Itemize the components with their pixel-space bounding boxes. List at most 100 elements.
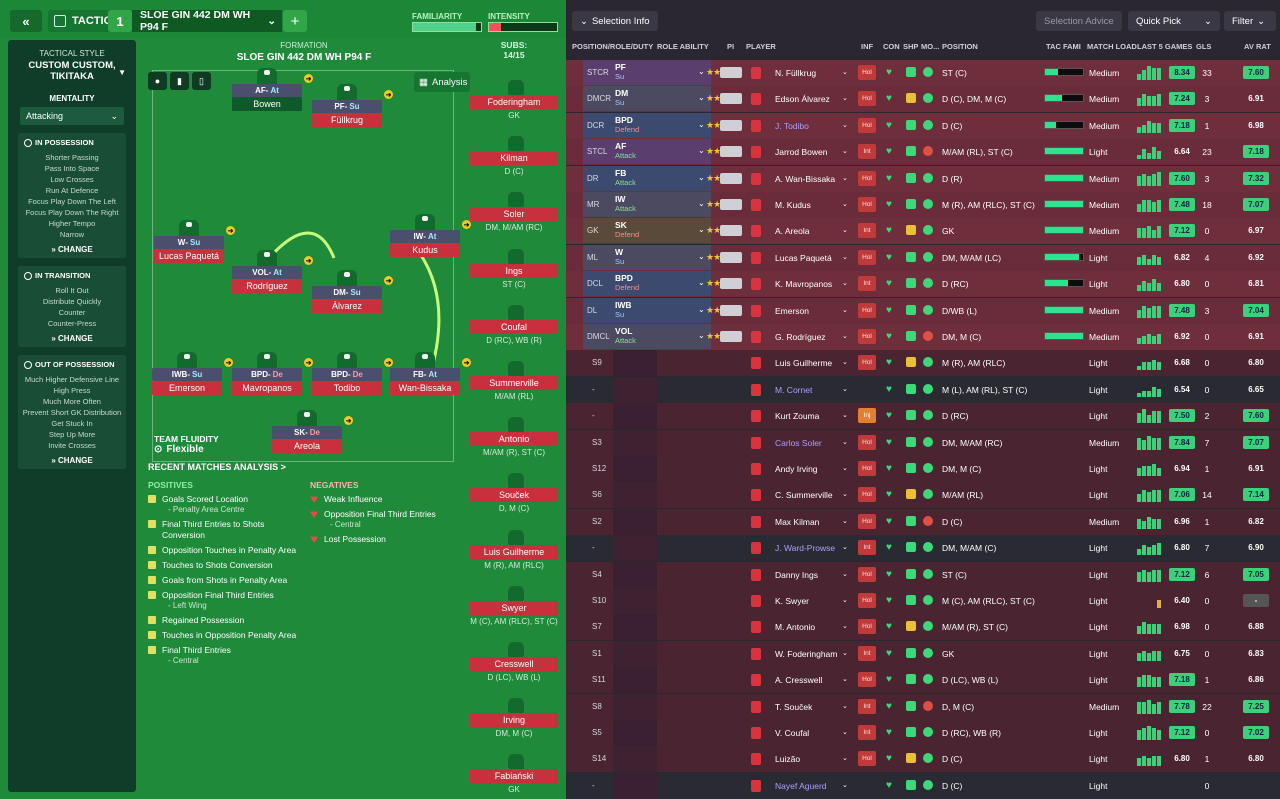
player-name[interactable]: M. Cornet xyxy=(775,384,813,395)
chevron-down-icon[interactable]: ⌄ xyxy=(842,544,848,552)
player-name[interactable]: G. Rodríguez xyxy=(775,332,826,342)
column-header[interactable]: MO... xyxy=(921,42,940,51)
chevron-down-icon[interactable]: ⌄ xyxy=(698,251,705,261)
chevron-down-icon[interactable]: ⌄ xyxy=(842,385,848,393)
player-instructions-icon[interactable] xyxy=(720,119,742,131)
chevron-down-icon[interactable]: ⌄ xyxy=(842,570,848,578)
chevron-down-icon[interactable]: ⌄ xyxy=(842,148,848,156)
add-tactic-button[interactable]: + xyxy=(283,10,307,32)
chevron-down-icon[interactable]: ⌄ xyxy=(842,702,848,710)
column-header[interactable]: PLAYER xyxy=(746,42,776,51)
instructions-icon[interactable]: ● xyxy=(148,72,167,90)
tactics-tab[interactable]: TACTICS xyxy=(48,10,125,32)
in-possession-change-button[interactable]: » CHANGE xyxy=(51,245,93,254)
player-name[interactable]: A. Areola xyxy=(775,226,810,237)
filter-button[interactable]: Filter ⌄ xyxy=(1224,11,1276,31)
chevron-down-icon[interactable]: ⌄ xyxy=(842,95,848,103)
player-instructions-icon[interactable] xyxy=(720,93,742,105)
chevron-down-icon[interactable]: ⌄ xyxy=(698,146,705,156)
table-row[interactable]: S1 W. Foderingham ⌄ Int ♥ GK Light 6.75 0 6.83 xyxy=(566,640,1280,667)
player-name[interactable]: J. Ward-Prowse xyxy=(775,543,836,554)
player-name[interactable]: Jarrod Bowen xyxy=(775,147,828,158)
quick-pick-button[interactable]: Quick Pick ⌄ xyxy=(1128,11,1220,31)
player-name[interactable]: C. Summerville xyxy=(775,490,833,501)
chevron-down-icon[interactable]: ⌄ xyxy=(842,649,848,657)
position-slot[interactable]: STCR xyxy=(583,60,613,85)
player-name[interactable]: N. Füllkrug xyxy=(775,68,817,78)
chevron-down-icon[interactable]: ⌄ xyxy=(698,304,705,314)
bar-chart-icon[interactable]: ▮ xyxy=(170,72,189,90)
chevron-down-icon[interactable]: ⌄ xyxy=(842,781,848,789)
table-row[interactable]: S5 V. Coufal ⌄ Int ♥ D (RC), WB (R) Light 7.12 0… xyxy=(566,720,1280,746)
table-row[interactable]: S8 T. Souček ⌄ Int ♥ D, M (C) Medium 7.78 22 7.25 xyxy=(566,693,1280,720)
tactic-name-dropdown[interactable]: SLOE GIN 442 DM WH P94 F ⌄ xyxy=(132,9,282,33)
table-row[interactable]: S7 M. Antonio ⌄ Hol ♥ M/AM (R), ST (C) Light 6.… xyxy=(566,614,1280,641)
chevron-down-icon[interactable]: ⌄ xyxy=(842,517,848,525)
column-header[interactable]: LAST 5 GAMES xyxy=(1137,42,1193,51)
chevron-down-icon[interactable]: ⌄ xyxy=(698,119,705,129)
chevron-down-icon[interactable]: ⌄ xyxy=(842,465,848,472)
player-instructions-icon[interactable] xyxy=(720,225,742,237)
table-row[interactable]: S12 Andy Irving ⌄ Hol ♥ DM, M (C) Light 6.94 1 6.… xyxy=(566,456,1280,482)
chevron-down-icon[interactable]: ⌄ xyxy=(842,491,848,499)
sub-player[interactable]: Irving DM, M (C) xyxy=(470,696,558,750)
player-instructions-icon[interactable] xyxy=(720,172,742,184)
table-row[interactable]: S3 Carlos Soler ⌄ Hol ♥ DM, M/AM (RC) Medium 7.… xyxy=(566,429,1280,456)
tactic-slot-button[interactable]: 1 xyxy=(108,10,132,32)
formation-value[interactable]: SLOE GIN 442 DM WH P94 F xyxy=(236,52,372,63)
table-row[interactable]: S11 A. Cresswell ⌄ Hol ♥ D (LC), WB (L) Light 7… xyxy=(566,667,1280,694)
player-name[interactable]: J. Todibo xyxy=(775,120,809,131)
player-card[interactable]: W - Su Lucas Paquetá ➜ xyxy=(154,220,235,263)
chevron-down-icon[interactable]: ⌄ xyxy=(842,623,848,631)
chevron-down-icon[interactable]: ⌄ xyxy=(842,306,848,314)
player-card[interactable]: DM - Su Álvarez ➜ xyxy=(312,270,393,313)
table-row[interactable]: - Kurt Zouma ⌄ Inj ♥ D (RC) Light 7.50 2 7.60 xyxy=(566,403,1280,430)
player-card[interactable]: SK - De Areola ➜ xyxy=(272,410,353,453)
chevron-down-icon[interactable]: ⌄ xyxy=(842,121,848,129)
role-box[interactable]: WSu★★★☆☆⌄ xyxy=(613,244,742,270)
player-instructions-icon[interactable] xyxy=(720,251,742,263)
player-name[interactable]: Luis Guilherme xyxy=(775,358,833,369)
player-name[interactable]: Nayef Aguerd xyxy=(775,780,827,791)
chevron-down-icon[interactable]: ⌄ xyxy=(842,201,848,208)
player-name[interactable]: M. Kudus xyxy=(775,200,811,210)
player-name[interactable]: W. Foderingham xyxy=(775,648,838,659)
player-name[interactable]: Max Kilman xyxy=(775,516,820,527)
player-instructions-icon[interactable] xyxy=(720,331,742,342)
chevron-down-icon[interactable]: ⌄ xyxy=(698,199,705,208)
column-header[interactable]: POSITION xyxy=(942,42,978,51)
mentality-dropdown[interactable]: Attacking ⌄ xyxy=(20,107,124,125)
position-slot[interactable]: DL xyxy=(583,297,613,323)
player-card[interactable]: IWB - Su Emerson ➜ xyxy=(152,352,233,395)
chevron-down-icon[interactable]: ⌄ xyxy=(842,69,848,76)
player-card[interactable]: IW - At Kudus ➜ xyxy=(390,214,471,257)
column-header[interactable]: PI xyxy=(727,42,735,51)
table-row[interactable]: S14 Luizão ⌄ Hol ♥ D (C) Light 6.80 1 6.80 xyxy=(566,746,1280,773)
chevron-down-icon[interactable]: ⌄ xyxy=(842,755,848,763)
sub-player[interactable]: Kilman D (C) xyxy=(470,134,558,188)
position-slot[interactable]: DR xyxy=(583,165,613,191)
chevron-down-icon[interactable]: ⌄ xyxy=(842,729,848,736)
selection-advice-button[interactable]: Selection Advice xyxy=(1036,11,1122,31)
chevron-down-icon[interactable]: ⌄ xyxy=(842,227,848,235)
sub-player[interactable]: Cresswell D (LC), WB (L) xyxy=(470,640,558,694)
sub-player[interactable]: Antonio M/AM (R), ST (C) xyxy=(470,415,558,469)
sub-player[interactable]: Soler DM, M/AM (RC) xyxy=(470,190,558,244)
familiarity-meter[interactable] xyxy=(412,22,482,32)
column-header[interactable]: CON xyxy=(883,42,900,51)
table-row[interactable]: S10 K. Swyer ⌄ Hol ♥ M (C), AM (RLC), ST (C) L… xyxy=(566,588,1280,614)
